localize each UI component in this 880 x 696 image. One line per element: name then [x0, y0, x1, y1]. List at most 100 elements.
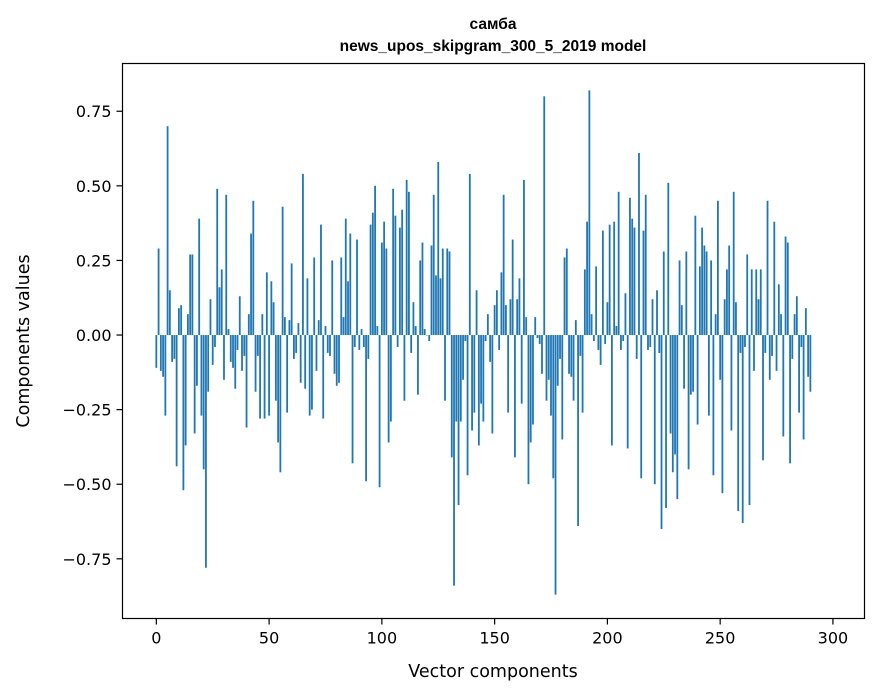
bar-97 [374, 185, 376, 336]
bar-23 [207, 335, 210, 392]
x-axis: 0 50 100 150 200 250 300 [151, 618, 848, 648]
bar-4 [164, 335, 167, 416]
bar-10 [177, 308, 180, 336]
bar-290 [809, 335, 812, 392]
bar-128 [444, 335, 446, 401]
bar-33 [229, 335, 232, 362]
bar-76 [326, 335, 329, 353]
bar-215 [640, 335, 643, 479]
bar-161 [518, 278, 521, 336]
bar-173 [545, 335, 548, 401]
bar-206 [620, 335, 622, 350]
bar-60 [290, 263, 293, 336]
bar-100 [380, 242, 383, 336]
bar-285 [798, 335, 800, 413]
bar-281 [789, 335, 791, 464]
bar-44 [254, 335, 257, 392]
bar-269 [762, 335, 764, 461]
bar-64 [299, 335, 302, 383]
bar-160 [516, 299, 519, 336]
bar-16 [191, 254, 194, 336]
bar-201 [608, 224, 611, 336]
bar-46 [259, 335, 261, 419]
bar-165 [527, 335, 530, 485]
bar-21 [202, 335, 205, 470]
bar-287 [802, 335, 805, 440]
plot-frame [121, 62, 866, 620]
bar-167 [532, 335, 534, 425]
bar-26 [214, 335, 216, 347]
bar-265 [753, 335, 755, 371]
bar-230 [674, 335, 676, 455]
y-tick-label: −0.75 [62, 550, 111, 569]
x-tick-label: 100 [367, 629, 398, 648]
bar-158 [511, 239, 514, 336]
bar-83 [342, 317, 345, 336]
bar-36 [236, 335, 239, 350]
bar-150 [493, 305, 496, 336]
bar-275 [775, 335, 778, 371]
bar-202 [611, 335, 613, 446]
bar-7 [171, 335, 174, 362]
bar-122 [430, 245, 433, 336]
bar-209 [626, 335, 629, 449]
bar-224 [660, 335, 663, 529]
x-tick-label: 0 [151, 629, 161, 648]
bar-103 [387, 335, 390, 443]
bar-274 [773, 221, 776, 336]
bar-8 [173, 335, 176, 359]
bar-65 [302, 173, 304, 336]
bar-260 [741, 335, 744, 524]
bar-118 [421, 242, 424, 336]
bar-183 [568, 335, 570, 374]
bar-96 [371, 212, 374, 336]
bar-213 [635, 335, 638, 359]
bar-181 [563, 257, 566, 336]
bar-81 [338, 335, 340, 383]
bar-102 [385, 248, 388, 336]
bar-94 [367, 335, 370, 359]
bar-248 [714, 314, 717, 336]
bar-159 [514, 335, 516, 458]
bar-29 [220, 269, 223, 336]
bar-143 [477, 335, 480, 446]
bar-175 [550, 335, 552, 416]
bar-61 [293, 335, 295, 359]
bar-263 [748, 335, 751, 506]
bar-232 [678, 260, 681, 336]
bar-112 [408, 191, 410, 336]
bar-113 [410, 335, 413, 353]
bar-169 [536, 335, 539, 339]
x-axis-label: Vector components [408, 662, 577, 682]
bar-11 [180, 305, 183, 336]
bar-192 [588, 90, 591, 336]
y-axis-label: Components values [14, 254, 34, 427]
bar-152 [498, 335, 501, 350]
bar-141 [473, 335, 476, 413]
bar-233 [680, 305, 683, 336]
bar-37 [238, 296, 241, 336]
bar-48 [263, 335, 266, 419]
bar-15 [189, 254, 192, 336]
bar-144 [480, 335, 482, 404]
bar-123 [432, 194, 435, 336]
bar-54 [277, 335, 280, 443]
bar-236 [687, 335, 690, 470]
bar-196 [597, 335, 600, 350]
bar-32 [227, 329, 230, 336]
bar-154 [502, 194, 505, 336]
bar-231 [676, 335, 679, 500]
bar-238 [692, 335, 694, 392]
bar-191 [586, 221, 588, 336]
bar-62 [295, 335, 298, 353]
bar-220 [651, 299, 654, 336]
bar-31 [225, 194, 228, 336]
bar-132 [453, 335, 455, 586]
bar-14 [187, 314, 189, 336]
bar-262 [746, 254, 749, 336]
bar-90 [358, 335, 361, 350]
bar-223 [658, 335, 661, 353]
bar-130 [448, 251, 451, 336]
bar-0 [155, 335, 158, 368]
bar-124 [435, 275, 437, 336]
